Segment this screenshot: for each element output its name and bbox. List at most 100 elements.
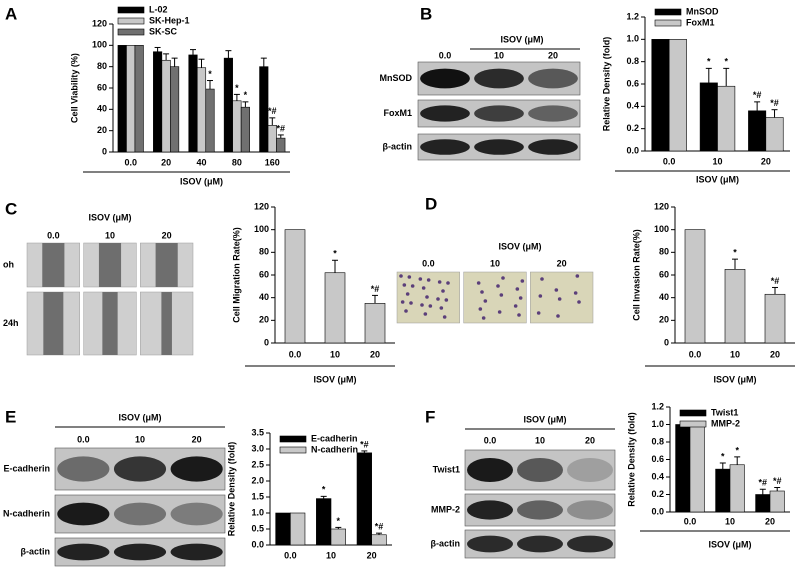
y-tick-label: 60 [259, 269, 269, 279]
error-bar [320, 495, 327, 499]
y-tick-label: 60 [659, 269, 669, 279]
error-bar [754, 101, 761, 111]
x-tick-label: 10 [725, 516, 735, 526]
cell [476, 281, 481, 285]
bar [717, 85, 736, 152]
y-tick-label: 0 [264, 337, 269, 347]
cell [497, 310, 502, 314]
lane-label: 20 [585, 435, 595, 445]
x-tick-label: 20 [161, 157, 171, 167]
scratch-gap [155, 243, 178, 287]
bar [259, 66, 269, 153]
cell [513, 304, 518, 308]
cell [540, 277, 544, 281]
row-label: MMP-2 [431, 504, 460, 514]
row-label: E-cadherin [3, 463, 50, 473]
lane-label: 20 [192, 434, 202, 444]
blot-band [420, 139, 470, 155]
blot-band [474, 139, 524, 155]
y-tick-label: 0.0 [626, 145, 639, 155]
error-bar [771, 109, 778, 118]
significance-marker: * [733, 248, 737, 258]
row-label: β-actin [21, 546, 51, 556]
lane-label: 0.0 [77, 434, 90, 444]
condition-label: ISOV (μM) [498, 241, 541, 251]
bar [232, 100, 242, 153]
cell [405, 292, 410, 296]
blot-band [113, 456, 167, 482]
y-tick-label: 80 [659, 247, 669, 257]
row-label: β-actin [431, 538, 461, 548]
cell [423, 312, 428, 316]
cell [536, 311, 541, 315]
blot-band [170, 543, 223, 561]
bar [748, 110, 767, 152]
error-bar [732, 258, 738, 270]
cell [496, 284, 500, 288]
row-label: MnSOD [380, 73, 413, 83]
panel-letter: B [420, 4, 432, 23]
error-bar [163, 53, 170, 61]
y-tick-label: 0.0 [651, 506, 664, 516]
bar [755, 494, 771, 513]
y-tick-label: 1.0 [626, 34, 639, 44]
cell [409, 301, 413, 305]
cell [515, 287, 520, 291]
blot-band [57, 502, 110, 526]
bar [196, 67, 207, 153]
bar [364, 303, 386, 344]
y-tick-label: 40 [259, 292, 269, 302]
cell [439, 306, 444, 310]
legend-swatch [279, 435, 307, 443]
lane-label: 10 [105, 230, 115, 240]
bar [134, 45, 144, 153]
legend-swatch [279, 446, 307, 454]
y-tick-label: 120 [254, 201, 269, 211]
error-bar [206, 80, 213, 90]
y-tick-label: 40 [97, 104, 107, 114]
cell [436, 297, 440, 301]
row-label: oh [3, 259, 14, 269]
x-tick-label: 20 [765, 516, 775, 526]
y-tick-label: 0.8 [651, 436, 664, 446]
x-tick-label: 0.0 [289, 349, 302, 359]
y-tick-label: 40 [659, 292, 669, 302]
blot-band [567, 535, 613, 553]
y-tick-label: 80 [259, 247, 269, 257]
scratch-gap [161, 292, 172, 355]
x-axis-label: ISOV (μM) [708, 539, 751, 549]
bar [675, 424, 691, 513]
cell [554, 288, 559, 292]
y-tick-label: 0.6 [626, 78, 639, 88]
lane-label: 10 [535, 435, 545, 445]
bar [153, 51, 163, 153]
cell [520, 279, 525, 283]
cell [577, 300, 581, 304]
x-tick-label: 20 [370, 349, 380, 359]
blot-band [420, 68, 470, 89]
y-tick-label: 1.2 [626, 11, 639, 21]
blot-band [517, 535, 563, 553]
condition-label: ISOV (μM) [118, 412, 161, 422]
significance-marker: *# [375, 522, 384, 532]
row-label: 24h [3, 318, 19, 328]
cell [442, 315, 447, 319]
x-tick-label: 80 [232, 157, 242, 167]
blot-band [467, 458, 513, 482]
blot-band [113, 502, 167, 526]
error-bar [772, 286, 778, 295]
significance-marker: *# [753, 90, 762, 100]
cell [517, 313, 521, 317]
y-axis-label: Cell Viability (%) [69, 53, 79, 123]
error-bar [774, 487, 781, 491]
x-tick-label: 20 [761, 156, 771, 166]
bar [356, 452, 372, 546]
blot-band [528, 68, 578, 89]
error-bar [372, 294, 378, 304]
x-tick-label: 10 [712, 156, 722, 166]
x-axis-label: ISOV (μM) [713, 374, 756, 384]
blot-band [170, 502, 223, 526]
lane-label: 10 [494, 50, 504, 60]
y-tick-label: 100 [254, 224, 269, 234]
